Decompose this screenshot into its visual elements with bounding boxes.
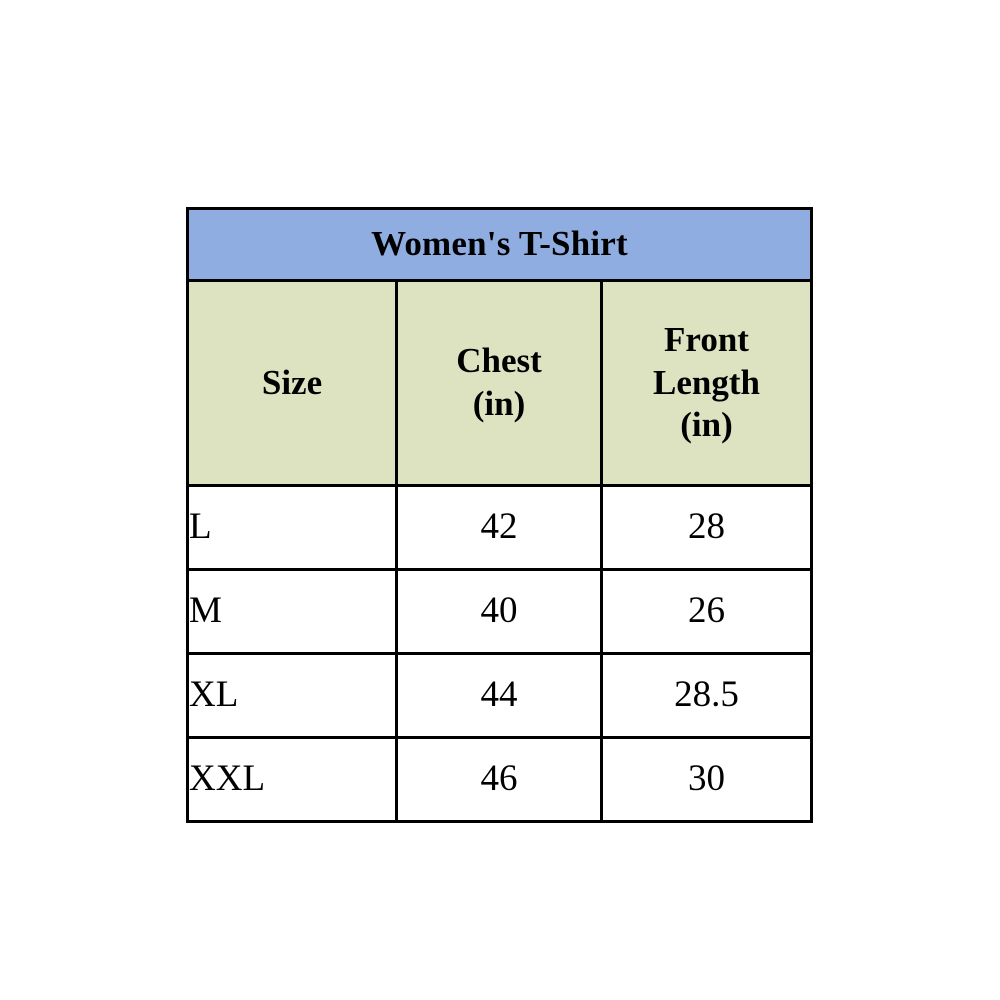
cell-length: 26 bbox=[600, 568, 813, 655]
table-row: XL 44 28.5 bbox=[186, 652, 813, 739]
table-title-row: Women's T-Shirt bbox=[186, 207, 813, 282]
table-header-row: Size Chest (in) Front Length (in) bbox=[186, 279, 813, 487]
column-header-size: Size bbox=[186, 279, 398, 487]
size-chart-table: Women's T-Shirt Size Chest (in) Front Le… bbox=[186, 207, 813, 823]
column-header-chest: Chest (in) bbox=[395, 279, 603, 487]
column-header-front-length-line-3: (in) bbox=[680, 405, 733, 445]
cell-size: XL bbox=[186, 652, 398, 739]
cell-size: L bbox=[186, 484, 398, 571]
cell-chest: 44 bbox=[395, 652, 603, 739]
cell-chest: 42 bbox=[395, 484, 603, 571]
column-header-chest-line-1: Chest bbox=[456, 341, 542, 381]
column-header-front-length: Front Length (in) bbox=[600, 279, 813, 487]
column-header-front-length-line-2: Length bbox=[653, 362, 760, 402]
cell-length: 30 bbox=[600, 736, 813, 823]
cell-length: 28.5 bbox=[600, 652, 813, 739]
table-row: M 40 26 bbox=[186, 568, 813, 655]
table-row: XXL 46 30 bbox=[186, 736, 813, 823]
cell-length: 28 bbox=[600, 484, 813, 571]
cell-size: M bbox=[186, 568, 398, 655]
table-row: L 42 28 bbox=[186, 484, 813, 571]
cell-chest: 40 bbox=[395, 568, 603, 655]
column-header-front-length-line-1: Front bbox=[664, 319, 749, 359]
table-title: Women's T-Shirt bbox=[186, 207, 813, 282]
column-header-chest-line-2: (in) bbox=[472, 384, 526, 423]
cell-size: XXL bbox=[186, 736, 398, 823]
cell-chest: 46 bbox=[395, 736, 603, 823]
